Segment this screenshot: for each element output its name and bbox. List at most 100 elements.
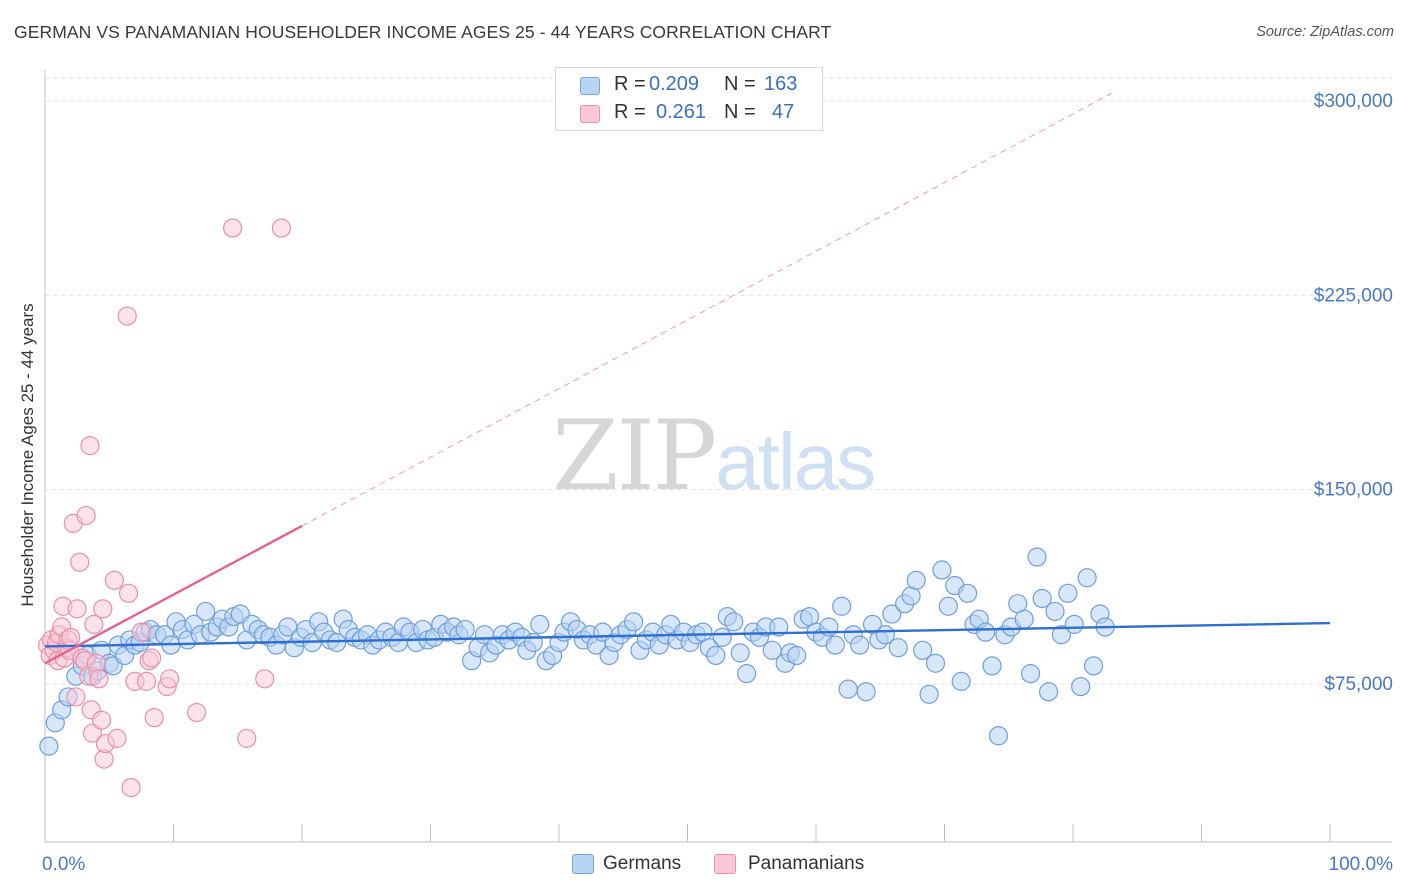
panamanians-point [61,627,81,647]
panamanians-point [121,777,141,798]
germans-point [730,643,750,663]
germans-point [327,632,347,653]
germans-point [787,645,807,666]
germans-point [1027,547,1047,567]
germans-point [856,682,876,702]
panamanians-swatch [580,105,600,123]
panamanians-point [107,728,127,748]
germans-point [976,622,996,642]
x-axis-min-label: 0.0% [42,854,85,875]
germans-point [838,679,858,699]
correlation-legend: R = 0.209 N = 163 R = 0.261 N = 47 [555,67,823,131]
y-tick-label: $225,000 [1314,285,1393,306]
n-label: N = [724,73,756,95]
germans-swatch [580,77,600,95]
germans-point [1064,614,1084,634]
y-tick-label: $75,000 [1324,674,1393,695]
panamanians-point [91,710,112,730]
legend-row-germans: R = 0.209 N = 163 [556,73,822,99]
germans-trend-line [44,621,1331,648]
germans-point [882,604,902,624]
germans-point [850,635,870,655]
germans-point [1045,601,1065,622]
y-tick-label: $300,000 [1314,91,1393,112]
panamanians-point [76,505,96,526]
panamanians-point [104,570,124,590]
r-label: R = [614,73,646,95]
germans-point [832,596,852,616]
panamanians-point [237,728,257,748]
germans-point [623,612,644,632]
germans-point [951,671,971,691]
r-value: 0.261 [656,101,707,123]
germans-point [932,560,952,580]
watermark-atlas: atlas [715,417,876,506]
r-label: R = [614,101,646,123]
watermark: ZIPatlas [552,400,876,512]
n-value: 47 [772,101,795,123]
panamanians-point [136,671,157,691]
panamanians-point [187,702,207,723]
germans-point [1038,682,1059,702]
panamanians-point [271,218,292,238]
series-legend: Germans Panamanians [0,852,1406,878]
germans-point [769,617,789,637]
panamanians-point [80,436,100,456]
panamanians-point [93,599,113,619]
panamanians-point [255,669,275,689]
n-value: 163 [764,73,798,95]
legend-row-panamanians: R = 0.261 N = 47 [556,101,822,127]
panamanians-legend-swatch [714,854,736,874]
germans-point [1058,583,1078,603]
germans-point [1032,588,1052,609]
germans-point [1077,568,1097,588]
germans-point [39,736,59,756]
germans-point [712,627,732,647]
germans-point [1014,609,1034,629]
panamanians-point [118,583,139,603]
germans-point [737,664,757,684]
germans-point [919,684,939,704]
n-label: N = [724,101,756,123]
panamanians-point [66,687,86,707]
panamanians-point [144,708,164,728]
germans-point [888,638,908,658]
germans-legend-label: Germans [603,853,682,874]
panamanians-point [131,622,151,642]
panamanians-point [70,552,90,572]
germans-point [906,570,926,590]
panamanians-point [160,669,180,689]
chart-title: GERMAN VS PANAMANIAN HOUSEHOLDER INCOME … [14,22,832,42]
germans-point [982,656,1002,676]
panamanians-point [117,306,137,326]
panamanians-point [223,218,243,238]
panamanians-trend-extension [301,92,1112,527]
panamanians-point [67,599,87,619]
x-axis-max-label: 100.0% [1329,854,1394,875]
germans-point [706,645,726,666]
panamanians-point [89,669,109,689]
germans-point [523,632,543,653]
germans-point [988,726,1009,746]
y-axis-label: Householder Income Ages 25 - 44 years [18,303,37,607]
germans-point [913,640,933,660]
panamanians-legend-label: Panamanians [748,853,865,874]
panamanians-point [142,648,162,668]
germans-point [825,635,845,655]
germans-point [1020,664,1041,684]
germans-point [938,596,958,616]
germans-point [724,612,744,632]
germans-point [1051,625,1072,645]
germans-point [925,653,946,673]
germans-point [455,619,475,640]
germans-point [1083,656,1104,676]
watermark-zip: ZIP [552,400,717,512]
source-credit: Source: ZipAtlas.com [1256,24,1394,40]
panamanians-point [84,614,104,634]
panamanians-trend-line [44,524,303,665]
germans-legend-swatch [572,854,594,874]
germans-point [1071,676,1091,697]
y-tick-label: $150,000 [1314,480,1393,501]
germans-point [958,583,978,603]
